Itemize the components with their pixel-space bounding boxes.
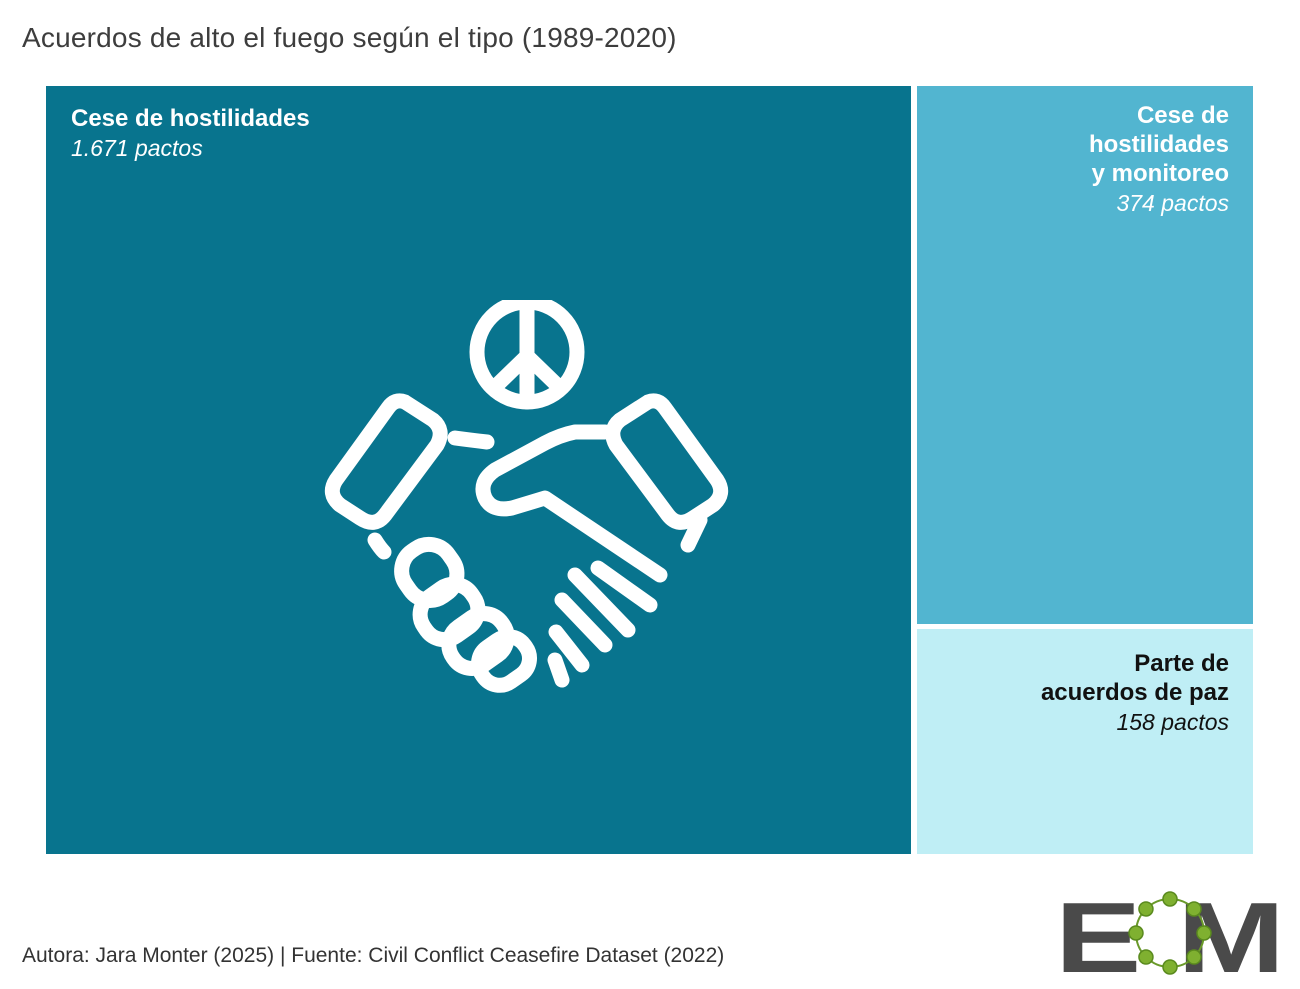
tile-value: 1.671 pactos [71,135,203,161]
logo-dot [1186,949,1202,965]
treemap-tile-cese-y-monitoreo: Cese de hostilidades y monitoreo 374 pac… [917,86,1253,624]
tile-label-line: acuerdos de paz [1040,679,1229,706]
tile-label-line: hostilidades [1088,131,1229,158]
tile-label: Cese de hostilidades [71,105,310,132]
logo-dot [1162,891,1178,907]
chart-title: Acuerdos de alto el fuego según el tipo … [22,22,677,53]
logo-dot [1128,925,1144,941]
logo-dot [1138,901,1154,917]
logo-dot [1186,901,1202,917]
tile-label-line: Parte de [1134,650,1229,677]
tile-label-line: y monitoreo [1091,160,1229,187]
logo-dot [1196,925,1212,941]
tile-label: Parte de acuerdos de paz [1041,649,1229,707]
tile-value: 374 pactos [1116,190,1229,216]
logo-dot [1162,959,1178,975]
handshake-peace-icon [324,300,729,693]
tile-value: 158 pactos [1116,709,1229,735]
treemap-tile-cese-de-hostilidades: Cese de hostilidades 1.671 pactos [46,86,911,854]
source-footer: Autora: Jara Monter (2025) | Fuente: Civ… [22,944,725,967]
tile-label: Cese de hostilidades y monitoreo [1089,101,1229,188]
eom-logo: E M [1055,888,1285,976]
logo-dot [1138,949,1154,965]
tile-label-line: Cese de [1136,102,1229,129]
treemap-tile-parte-de-acuerdos: Parte de acuerdos de paz 158 pactos [917,629,1253,854]
